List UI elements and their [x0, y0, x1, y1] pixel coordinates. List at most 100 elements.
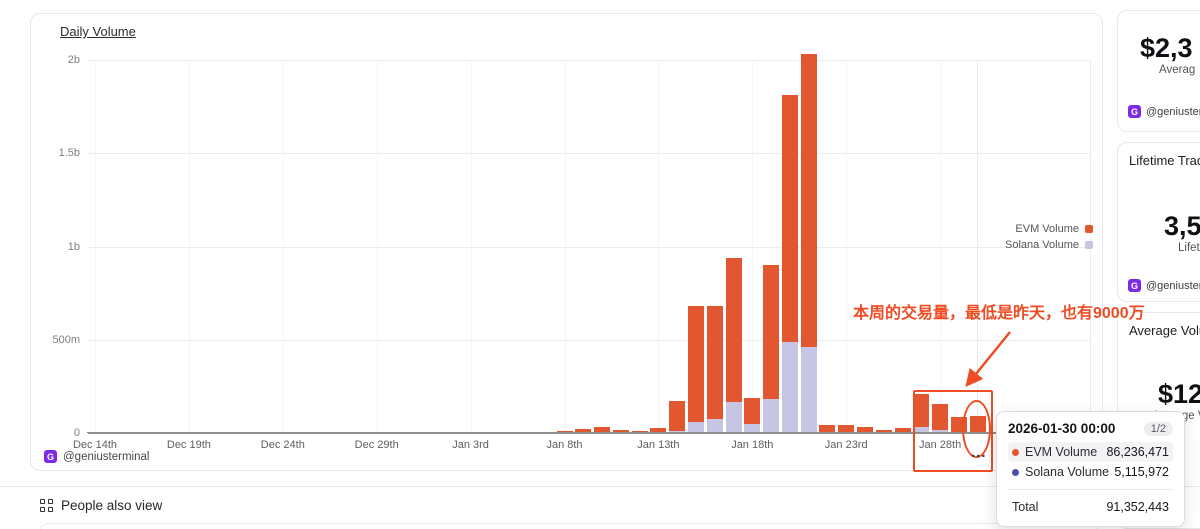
gridline — [188, 60, 190, 433]
bar-evm-jan-20[interactable] — [781, 95, 798, 342]
gridline — [95, 60, 96, 433]
bar-solana-jan-19[interactable] — [763, 399, 780, 433]
x-axis-tick: Dec 19th — [166, 439, 211, 451]
tooltip-row-solana: Solana Volume 5,115,972 — [1008, 462, 1173, 482]
stat-value: $2,3 — [1140, 33, 1193, 63]
annotation-arrow-icon — [965, 331, 1011, 387]
gridline — [88, 60, 1090, 61]
bar-evm-jan-25[interactable] — [875, 430, 892, 433]
section-divider — [0, 486, 1200, 487]
gridline — [376, 60, 378, 433]
bar-evm-jan-17[interactable] — [725, 257, 742, 403]
gridline — [470, 60, 472, 433]
bar-solana-jan-20[interactable] — [781, 341, 798, 433]
x-axis-tick: Jan 28th — [918, 439, 962, 451]
tooltip-date: 2026-01-30 00:00 — [1008, 421, 1116, 436]
bar-evm-jan-10[interactable] — [594, 427, 611, 433]
stat-caption: Averag — [1159, 64, 1196, 76]
legend-label-solana: Solana Volume — [1005, 239, 1079, 251]
bar-evm-jan-22[interactable] — [819, 424, 836, 433]
gridline — [658, 60, 660, 433]
solana-dot-icon — [1012, 468, 1019, 476]
gridline — [282, 60, 284, 433]
x-axis-tick: Dec 14th — [72, 439, 118, 451]
stat-card-average[interactable]: $2,3 Averag G @geniustermin — [1117, 10, 1200, 132]
annotation-text: 本周的交易量，最低是昨天，也有9000万 — [853, 305, 1145, 322]
bar-solana-jan-28[interactable] — [932, 430, 949, 433]
bar-solana-jan-14[interactable] — [669, 430, 686, 433]
chart-menu-button[interactable]: ... — [971, 444, 987, 461]
gridline — [88, 339, 1090, 341]
x-axis-tick: Jan 13th — [637, 439, 680, 451]
gridline — [940, 60, 942, 433]
x-axis-tick: Jan 3rd — [452, 439, 489, 451]
gridline — [752, 60, 754, 433]
legend-swatch-solana-icon — [1085, 241, 1093, 249]
stat-card-lifetime-trades[interactable]: Lifetime Trades 3,54 Lifeti G @geniuster… — [1117, 142, 1200, 302]
bar-evm-jan-9[interactable] — [575, 429, 592, 433]
tooltip-row-total: Total 91,352,443 — [1008, 497, 1173, 517]
bar-evm-jan-24[interactable] — [856, 427, 873, 433]
bar-solana-jan-21[interactable] — [800, 347, 817, 433]
bar-evm-jan-28[interactable] — [932, 404, 949, 431]
tooltip-page-badge: 1/2 — [1143, 421, 1173, 436]
stat-title: Lifetime Trades — [1129, 153, 1200, 168]
x-axis-tick: Dec 29th — [354, 439, 399, 451]
bar-solana-jan-18[interactable] — [744, 423, 761, 433]
y-axis-tick: 500m — [52, 333, 80, 346]
bar-evm-jan-18[interactable] — [744, 397, 761, 424]
next-section-card-edge — [40, 523, 1098, 529]
gridline — [564, 60, 566, 433]
y-axis-tick: 1.5b — [58, 147, 80, 160]
legend-swatch-evm-icon — [1085, 225, 1093, 233]
bar-evm-jan-16[interactable] — [706, 306, 723, 419]
watermark-handle: @geniusterminal — [63, 450, 150, 463]
y-axis-tick: 1b — [67, 240, 80, 253]
bar-evm-jan-11[interactable] — [612, 430, 629, 433]
bar-evm-jan-15[interactable] — [687, 306, 704, 422]
bar-solana-jan-15[interactable] — [687, 421, 704, 433]
bar-evm-jan-19[interactable] — [763, 265, 780, 400]
tooltip-total-value: 91,352,443 — [1106, 500, 1169, 514]
legend-item-evm[interactable]: EVM Volume — [1005, 221, 1093, 237]
tooltip-evm-label: EVM Volume — [1025, 445, 1098, 459]
gridline — [846, 60, 848, 433]
people-also-view-header: People also view — [40, 498, 162, 513]
chart-legend: EVM Volume Solana Volume — [1005, 221, 1093, 253]
annotation-highlight-box — [913, 390, 993, 472]
stat-watermark: G @geniustermin — [1128, 279, 1200, 292]
stat-watermark: G @geniustermin — [1128, 105, 1200, 118]
bar-evm-jan-26[interactable] — [894, 427, 911, 433]
hover-crosshair-line — [977, 60, 978, 433]
tooltip-row-evm: EVM Volume 86,236,471 — [1008, 442, 1173, 462]
stat-value: 3,54 — [1164, 211, 1200, 241]
annotation-circle — [962, 400, 991, 458]
legend-label-evm: EVM Volume — [1015, 223, 1079, 235]
x-axis-line — [88, 432, 1090, 434]
legend-item-solana[interactable]: Solana Volume — [1005, 237, 1093, 253]
geniusterminal-logo-icon: G — [44, 450, 57, 463]
bar-solana-jan-17[interactable] — [725, 402, 742, 433]
tooltip-total-label: Total — [1012, 500, 1039, 514]
tooltip-divider — [1008, 489, 1173, 490]
chart-watermark: G @geniusterminal — [44, 450, 149, 463]
chart-title-link[interactable]: Daily Volume — [60, 24, 136, 39]
bar-evm-jan-23[interactable] — [838, 424, 855, 433]
y-axis-tick: 0 — [73, 427, 80, 439]
bar-solana-jan-27[interactable] — [913, 427, 930, 433]
geniusterminal-logo-icon: G — [1128, 105, 1141, 118]
people-also-view-label: People also view — [61, 498, 163, 513]
gridline — [88, 153, 1090, 155]
bar-evm-jan-8[interactable] — [556, 431, 573, 433]
bar-solana-jan-16[interactable] — [706, 419, 723, 433]
bar-evm-jan-13[interactable] — [650, 427, 667, 433]
tooltip-solana-value: 5,115,972 — [1114, 465, 1169, 479]
evm-dot-icon — [1012, 448, 1019, 456]
chart-tooltip: 2026-01-30 00:00 1/2 EVM Volume 86,236,4… — [996, 411, 1185, 527]
stat-handle-text: @geniustermin — [1146, 105, 1200, 118]
x-axis-tick: Jan 23rd — [824, 439, 868, 451]
bar-evm-jan-14[interactable] — [669, 401, 686, 431]
bar-evm-jan-27[interactable] — [913, 393, 930, 428]
bar-evm-jan-21[interactable] — [800, 54, 817, 348]
